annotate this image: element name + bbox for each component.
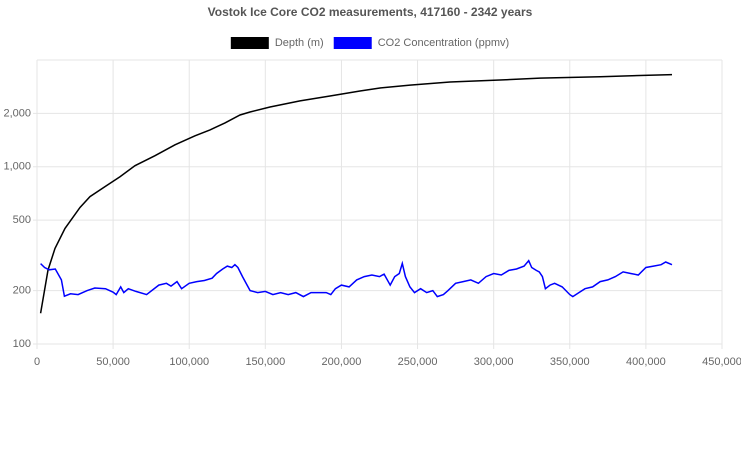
chart-title: Vostok Ice Core CO2 measurements, 417160… <box>208 5 533 19</box>
x-tick-label: 200,000 <box>322 356 362 368</box>
series-line <box>40 259 673 298</box>
x-tick-label: 400,000 <box>626 356 666 368</box>
legend-label: CO2 Concentration (ppmv) <box>378 37 509 49</box>
x-tick-label: 350,000 <box>550 356 590 368</box>
x-tick-label: 150,000 <box>245 356 285 368</box>
legend-swatch <box>333 37 372 49</box>
y-tick-label: 500 <box>13 214 31 226</box>
y-tick-label: 1,000 <box>3 161 31 173</box>
y-tick-label: 2,000 <box>3 107 31 119</box>
series-line <box>39 73 673 314</box>
x-tick-label: 0 <box>34 356 40 368</box>
legend-swatch <box>230 37 269 49</box>
x-tick-label: 250,000 <box>398 356 438 368</box>
y-tick-label: 200 <box>13 285 31 297</box>
y-tick-label: 100 <box>13 338 31 350</box>
x-tick-label: 100,000 <box>169 356 209 368</box>
legend-label: Depth (m) <box>275 37 324 49</box>
x-tick-label: 450,000 <box>702 356 741 368</box>
x-tick-label: 50,000 <box>96 356 130 368</box>
x-tick-label: 300,000 <box>474 356 514 368</box>
